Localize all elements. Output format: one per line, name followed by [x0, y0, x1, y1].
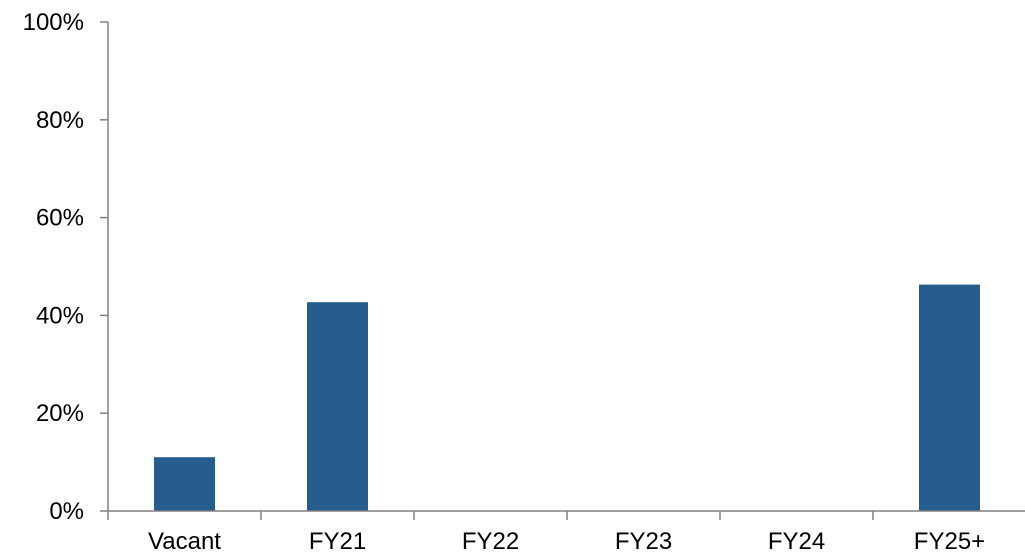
y-tick-label: 80% [36, 107, 84, 134]
bar-vacant [154, 457, 215, 511]
bars-layer [154, 284, 980, 511]
y-tick-label: 40% [36, 302, 84, 329]
y-tick-label: 60% [36, 205, 84, 232]
x-tick-label: FY23 [615, 528, 672, 555]
x-tick-label: FY21 [309, 528, 366, 555]
x-ticks: Vacant FY21 FY22 FY23 FY24 FY25+ [107, 511, 985, 555]
bar-fy25 [919, 284, 980, 511]
axes-layer [107, 22, 1025, 512]
x-tick-label: FY25+ [914, 528, 985, 555]
x-tick-label: FY24 [768, 528, 825, 555]
y-tick-label: 20% [36, 400, 84, 427]
y-tick-label: 100% [23, 9, 84, 36]
x-tick-label: FY22 [462, 528, 519, 555]
x-tick-label: Vacant [148, 528, 221, 555]
bar-fy21 [307, 302, 368, 511]
y-ticks: 0% 20% 40% 60% 80% 100% [23, 9, 108, 525]
y-tick-label: 0% [49, 498, 84, 525]
